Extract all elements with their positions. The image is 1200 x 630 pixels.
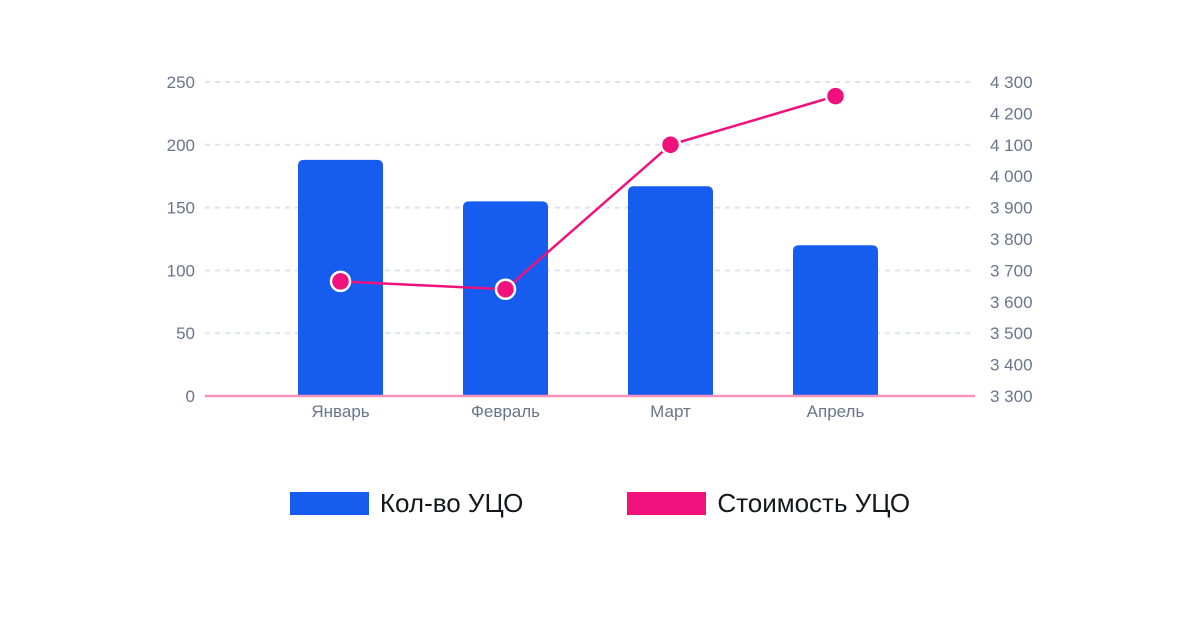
right-axis-tick-label: 4 000: [990, 167, 1033, 186]
left-axis-tick-label: 50: [176, 324, 195, 343]
bar-3: [628, 186, 713, 396]
right-axis-tick-label: 4 200: [990, 104, 1033, 123]
legend-label-line-series: Стоимость УЦО: [717, 488, 911, 518]
right-axis-tick-label: 3 900: [990, 199, 1033, 218]
left-axis-tick-label: 200: [167, 136, 195, 155]
category-label-2: Февраль: [471, 402, 540, 421]
legend-item-line-series: Стоимость УЦО: [627, 488, 910, 519]
category-label-3: Март: [650, 402, 691, 421]
legend-swatch-blue: [289, 492, 369, 515]
line-point-4: [824, 85, 847, 107]
category-label-1: Январь: [311, 402, 369, 421]
line-series-path: [340, 94, 836, 291]
right-axis-tick-label: 3 400: [990, 356, 1033, 375]
category-label-4: Апрель: [807, 402, 865, 421]
left-axis-tick-label: 250: [167, 73, 195, 92]
left-axis-tick-label: 150: [167, 199, 195, 218]
legend-item-bar-series: Кол-во УЦО: [289, 488, 524, 519]
line-point-1: [329, 270, 352, 293]
bar-4: [793, 245, 878, 396]
right-axis-tick-label: 3 700: [990, 261, 1033, 280]
right-axis-tick-label: 4 300: [990, 73, 1033, 92]
legend-swatch-pink: [627, 492, 707, 515]
left-axis-tick-label: 100: [167, 261, 195, 280]
right-axis-tick-label: 3 600: [990, 293, 1033, 312]
right-axis-tick-label: 4 100: [990, 136, 1033, 155]
right-axis-tick-label: 3 800: [990, 230, 1033, 249]
right-axis-tick-label: 3 300: [990, 387, 1033, 406]
right-axis-tick-label: 3 500: [990, 324, 1033, 343]
combo-chart: 0 50 100 150 200 250 3 300 3 400 3 500 3 600 3 700…: [167, 73, 1033, 421]
chart-legend: Кол-во УЦО Стоимость УЦО: [0, 488, 1200, 519]
line-point-3: [659, 134, 682, 156]
legend-label-bar-series: Кол-во УЦО: [379, 488, 524, 518]
left-axis-tick-label: 0: [186, 387, 195, 406]
line-point-2: [494, 278, 517, 300]
